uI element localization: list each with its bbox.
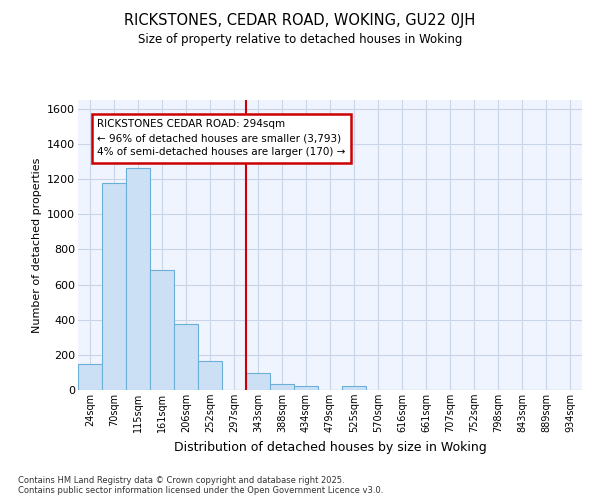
Bar — [150, 270, 174, 390]
Bar — [198, 361, 222, 390]
Bar — [126, 168, 150, 390]
Bar — [246, 374, 270, 390]
Bar — [270, 384, 294, 390]
Bar — [174, 324, 198, 390]
Y-axis label: Number of detached properties: Number of detached properties — [32, 158, 41, 332]
Bar — [294, 386, 318, 390]
X-axis label: Distribution of detached houses by size in Woking: Distribution of detached houses by size … — [173, 440, 487, 454]
Bar — [78, 364, 102, 390]
Text: RICKSTONES CEDAR ROAD: 294sqm
← 96% of detached houses are smaller (3,793)
4% of: RICKSTONES CEDAR ROAD: 294sqm ← 96% of d… — [97, 120, 346, 158]
Bar — [342, 386, 366, 390]
Bar — [102, 182, 126, 390]
Text: Size of property relative to detached houses in Woking: Size of property relative to detached ho… — [138, 32, 462, 46]
Text: RICKSTONES, CEDAR ROAD, WOKING, GU22 0JH: RICKSTONES, CEDAR ROAD, WOKING, GU22 0JH — [124, 12, 476, 28]
Text: Contains HM Land Registry data © Crown copyright and database right 2025.
Contai: Contains HM Land Registry data © Crown c… — [18, 476, 383, 495]
